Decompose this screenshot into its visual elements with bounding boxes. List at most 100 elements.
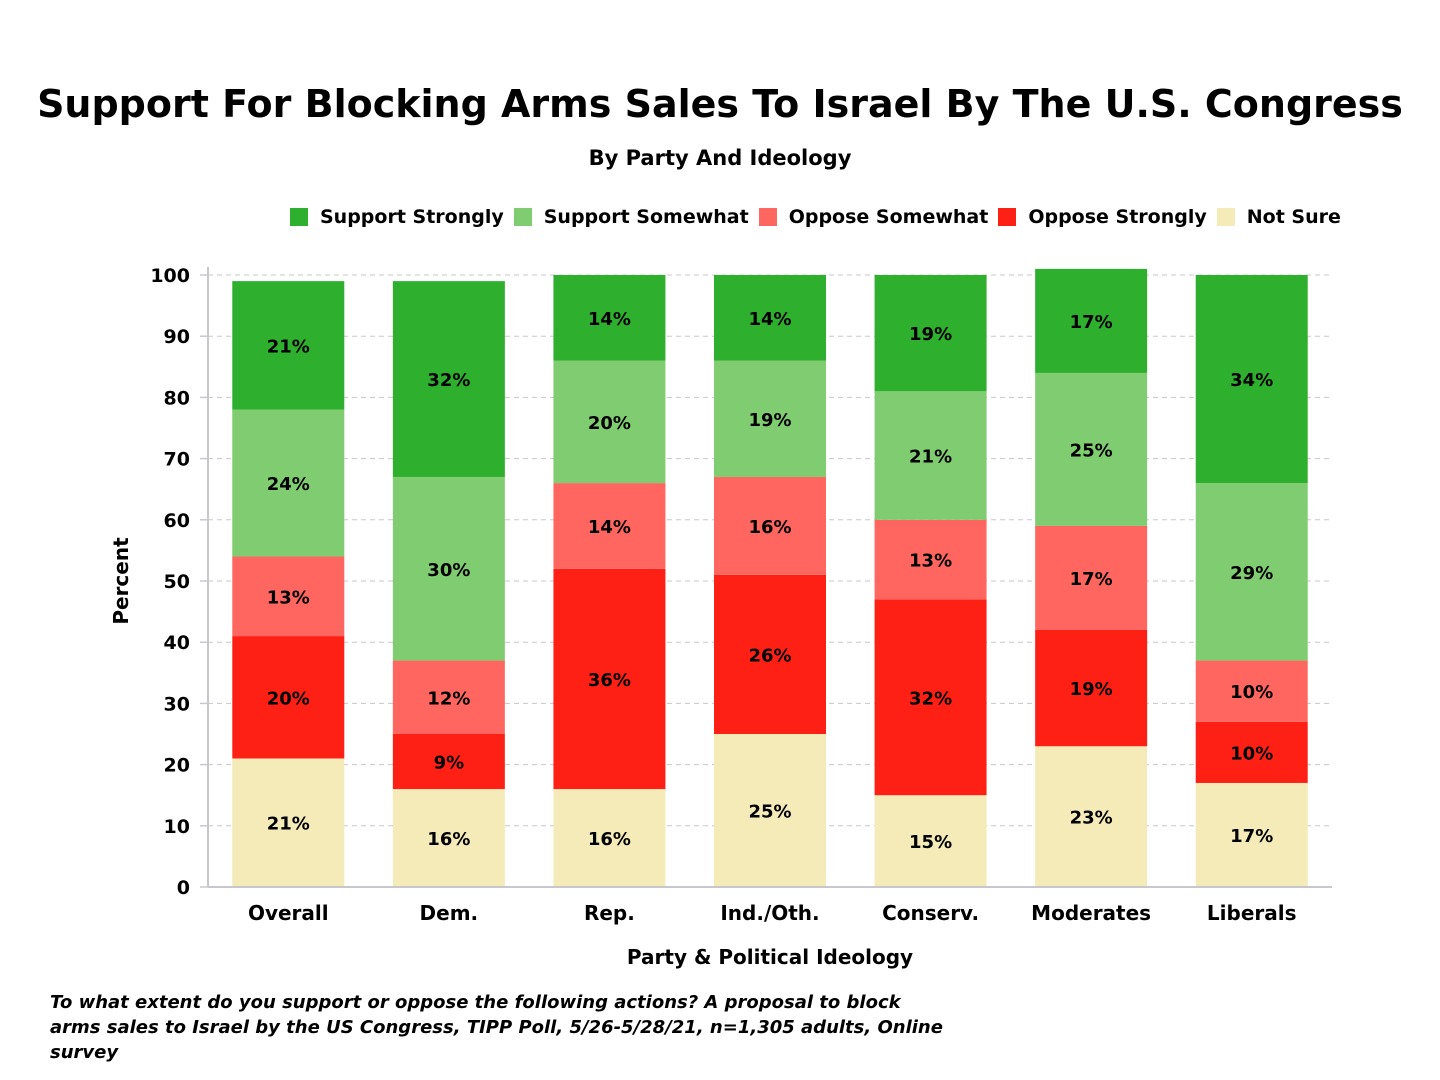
y-tick-label: 90	[164, 326, 190, 348]
data-label: 21%	[267, 814, 310, 835]
bar-segment	[714, 360, 826, 477]
data-label: 13%	[267, 587, 310, 608]
y-tick-label: 70	[164, 449, 190, 471]
bar-segment	[232, 758, 345, 887]
bar-segment	[874, 599, 987, 796]
y-tick-label: 10	[164, 816, 190, 838]
y-tick-label: 40	[164, 632, 190, 654]
bar-segment	[714, 275, 826, 361]
bar-segment	[232, 636, 345, 759]
data-label: 25%	[748, 802, 791, 823]
data-label: 17%	[1070, 312, 1113, 333]
bar-segment	[1035, 629, 1148, 747]
bar-segment	[232, 556, 345, 637]
legend-swatch	[998, 208, 1017, 226]
bar-segment	[392, 660, 505, 734]
data-label: 30%	[427, 560, 470, 581]
bar-segment	[714, 734, 826, 887]
data-label: 21%	[267, 336, 310, 357]
legend-label: Not Sure	[1246, 206, 1341, 228]
data-label: 20%	[267, 688, 310, 709]
data-label: 19%	[909, 324, 952, 345]
data-label: 14%	[588, 517, 631, 538]
bar-segment	[1035, 525, 1148, 630]
data-label: 29%	[1230, 563, 1273, 584]
bar-segment	[1195, 660, 1308, 722]
data-label: 32%	[909, 688, 952, 709]
y-tick-label: 50	[164, 571, 190, 593]
y-tick-label: 20	[164, 755, 190, 777]
legend-item: Oppose Strongly	[998, 206, 1207, 228]
data-label: 10%	[1230, 682, 1273, 703]
bar-segment	[553, 360, 666, 484]
data-label: 34%	[1230, 370, 1273, 391]
data-label: 14%	[748, 309, 791, 330]
legend-item: Oppose Somewhat	[758, 206, 989, 228]
bar-segment	[392, 734, 505, 790]
x-tick-label: Rep.	[584, 901, 635, 925]
data-label: 23%	[1070, 808, 1113, 829]
data-label: 9%	[434, 753, 465, 774]
data-label: 32%	[427, 370, 470, 391]
legend-item: Support Strongly	[290, 206, 504, 228]
data-label: 16%	[588, 829, 631, 850]
bar-segment	[874, 275, 987, 392]
legend-item: Support Somewhat	[513, 206, 749, 228]
legend-item: Not Sure	[1216, 206, 1341, 228]
bar-segment	[232, 281, 345, 410]
data-label: 17%	[1070, 569, 1113, 590]
bar-segment	[1195, 483, 1308, 661]
bar-segment	[874, 519, 987, 600]
bar-segment	[553, 789, 666, 887]
legend-label: Support Somewhat	[543, 206, 749, 228]
bar-segment	[553, 275, 666, 361]
data-label: 12%	[427, 688, 470, 709]
bar-segment	[1035, 372, 1148, 526]
legend-label: Oppose Somewhat	[788, 206, 989, 228]
y-tick-label: 30	[164, 693, 190, 715]
legend: Support Strongly Support Somewhat Oppose S…	[290, 206, 1351, 228]
bar-segment	[874, 795, 987, 887]
bar-segment	[1195, 782, 1308, 887]
chart-title: Support For Blocking Arms Sales To Israe…	[37, 82, 1403, 126]
x-tick-label: Overall	[248, 901, 329, 925]
y-tick-label: 100	[150, 265, 190, 287]
legend-label: Oppose Strongly	[1028, 206, 1207, 228]
legend-swatch	[758, 208, 777, 226]
data-label: 24%	[267, 474, 310, 495]
data-label: 16%	[427, 829, 470, 850]
data-label: 19%	[1070, 679, 1113, 700]
data-label: 21%	[909, 447, 952, 468]
x-tick-label: Ind./Oth.	[720, 901, 819, 925]
footnote: To what extent do you support or oppose …	[50, 992, 943, 1063]
data-label: 15%	[909, 832, 952, 853]
data-label: 17%	[1230, 826, 1273, 847]
data-label: 14%	[588, 309, 631, 330]
bar-segment	[392, 281, 505, 477]
legend-swatch	[1216, 208, 1235, 226]
x-tick-label: Conserv.	[882, 901, 979, 925]
data-label: 16%	[748, 517, 791, 538]
x-axis-title: Party & Political Ideology	[627, 945, 913, 969]
bar-segment	[1195, 275, 1308, 484]
bar-segment	[874, 391, 987, 520]
bar-segment	[553, 568, 666, 790]
chart-subtitle: By Party And Ideology	[588, 146, 852, 170]
bar-segment	[1035, 268, 1148, 373]
data-label: 36%	[588, 670, 631, 691]
bar-segment	[553, 483, 666, 569]
data-label: 19%	[748, 410, 791, 431]
y-tick-label: 60	[164, 510, 190, 532]
x-tick-label: Liberals	[1207, 901, 1297, 925]
bar-segment	[714, 574, 826, 734]
legend-swatch	[513, 208, 532, 226]
bar-segment	[714, 476, 826, 575]
data-label: 25%	[1070, 440, 1113, 461]
data-label: 20%	[588, 413, 631, 434]
bar-segment	[392, 789, 505, 887]
legend-label: Support Strongly	[320, 206, 504, 228]
bar-segment	[232, 409, 345, 557]
data-label: 10%	[1230, 743, 1273, 764]
bar-segment	[392, 476, 505, 661]
